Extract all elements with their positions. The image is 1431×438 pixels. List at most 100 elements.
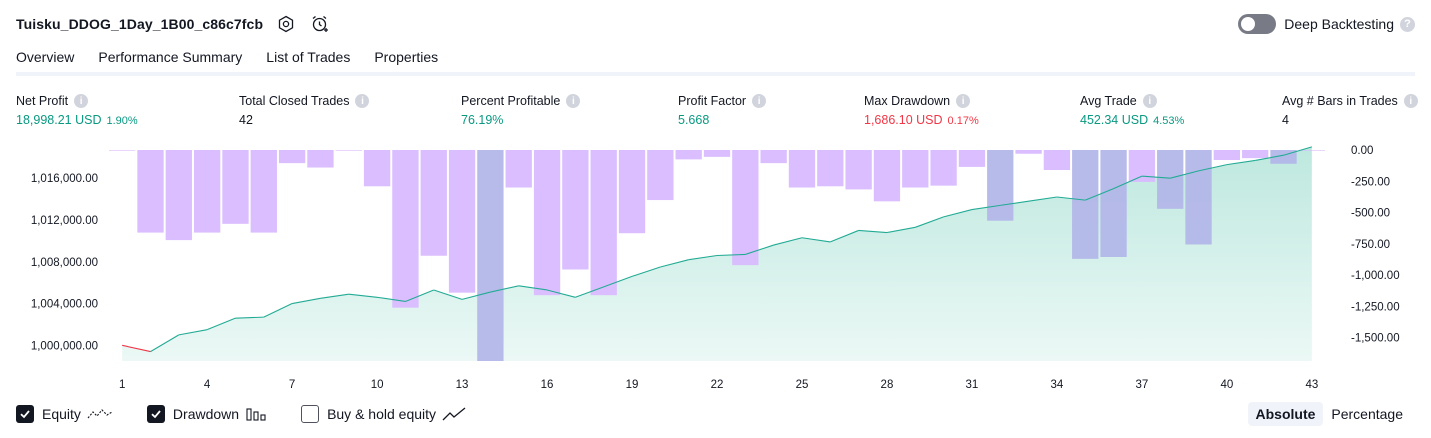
equity-line-segment: [830, 229, 859, 243]
drawdown-bar: [1298, 150, 1325, 151]
info-icon[interactable]: i: [566, 94, 581, 108]
drawdown-bar: [165, 150, 192, 241]
absolute-button[interactable]: Absolute: [1247, 402, 1324, 426]
equity-line-segment: [461, 291, 491, 300]
chart-legend: Equity Drawdown Buy & hold equity: [16, 402, 500, 426]
left-axis-tick: 1,008,000.00: [31, 257, 98, 269]
drawdown-bar: [250, 150, 277, 233]
metric-label: Profit Factor: [678, 94, 747, 108]
drawdown-bar: [1043, 150, 1071, 171]
equity-line-segment: [235, 316, 264, 319]
info-icon[interactable]: i: [956, 94, 971, 108]
info-icon[interactable]: i: [752, 94, 767, 108]
drawdown-bar: [193, 150, 221, 233]
checkbox-unchecked-icon[interactable]: [301, 405, 320, 423]
equity-line-segment: [575, 286, 604, 298]
metric-value: 76.19%: [461, 113, 504, 127]
info-icon[interactable]: i: [355, 94, 370, 108]
metric-percent: 1.90%: [106, 115, 138, 127]
legend-buy-hold-equity[interactable]: Buy & hold equity: [301, 405, 466, 423]
x-axis-tick: 25: [796, 379, 809, 391]
x-axis-tick: 43: [1305, 379, 1318, 391]
info-icon[interactable]: i: [1403, 94, 1418, 108]
toggle-knob: [1241, 17, 1256, 31]
info-icon[interactable]: i: [1142, 94, 1157, 108]
drawdown-bar: [137, 150, 164, 233]
metric-value: 452.34 USD: [1080, 113, 1149, 127]
metric-max-drawdown: Max Drawdown i 1,686.10 USD 0.17%: [864, 93, 979, 127]
equity-line-segment: [688, 254, 718, 261]
drawdown-bar: [873, 150, 901, 202]
drawdown-bars-icon: [245, 406, 267, 422]
right-axis-tick: -1,000.00: [1351, 270, 1400, 282]
tab-list-of-trades[interactable]: List of Trades: [266, 49, 351, 65]
tab-overview[interactable]: Overview: [16, 46, 75, 76]
drawdown-bar: [760, 150, 787, 164]
x-axis-tick: 16: [541, 379, 554, 391]
metric-value: 18,998.21 USD: [16, 113, 102, 127]
equity-line-segment: [377, 296, 406, 303]
metric-label: Net Profit: [16, 94, 69, 108]
metric-label: Total Closed Trades: [239, 94, 350, 108]
equity-line-segment: [122, 344, 151, 353]
scale-switch: Absolute Percentage: [1247, 402, 1412, 426]
metric-net-profit: Net Profit i 18,998.21 USD 1.90%: [16, 93, 138, 127]
drawdown-bar: [505, 150, 532, 188]
equity-line-segment: [1283, 146, 1312, 156]
equity-line-segment: [801, 237, 831, 243]
equity-line-segment: [546, 289, 576, 298]
equity-drawdown-chart[interactable]: 1,016,000.00 1,012,000.00 1,008,000.00 1,00…: [0, 138, 1431, 400]
x-axis-tick: 31: [966, 379, 979, 391]
x-axis-tick: 1: [119, 379, 125, 391]
legend-label: Drawdown: [172, 406, 240, 422]
deep-backtesting-label: Deep Backtesting: [1284, 16, 1394, 32]
drawdown-bar: [703, 150, 731, 157]
hexagon-gear-icon[interactable]: [275, 13, 297, 35]
help-icon[interactable]: ?: [1400, 16, 1415, 32]
checkbox-checked-icon[interactable]: [146, 405, 165, 423]
report-header: Tuisku_DDOG_1Day_1B00_c86c7fcb: [16, 12, 331, 36]
tab-performance-summary[interactable]: Performance Summary: [98, 49, 243, 65]
x-axis-tick: 28: [881, 379, 894, 391]
checkbox-checked-icon[interactable]: [16, 405, 34, 423]
info-icon[interactable]: i: [74, 94, 89, 108]
drawdown-bar: [1185, 150, 1212, 245]
equity-line-segment: [971, 204, 1001, 211]
metric-total-closed-trades: Total Closed Trades i 42: [239, 93, 370, 127]
strategy-title: Tuisku_DDOG_1Day_1B00_c86c7fcb: [16, 16, 264, 32]
right-axis-tick: -1,500.00: [1351, 333, 1400, 345]
legend-equity[interactable]: Equity: [16, 405, 113, 423]
metric-percent: 4.53%: [1153, 115, 1185, 127]
x-axis-tick: 22: [711, 379, 724, 391]
drawdown-bar: [958, 150, 986, 167]
drawdown-bar: [647, 150, 674, 201]
metric-value: 5.668: [678, 113, 710, 127]
percentage-button[interactable]: Percentage: [1331, 406, 1403, 422]
x-axis-tick: 40: [1220, 379, 1233, 391]
metric-label: Max Drawdown: [864, 94, 951, 108]
equity-line-segment: [603, 275, 633, 288]
drawdown-bar: [930, 150, 957, 186]
drawdown-bar: [1100, 150, 1127, 257]
legend-label: Buy & hold equity: [327, 406, 437, 422]
metric-value: 4: [1282, 113, 1289, 127]
equity-line-segment: [150, 334, 180, 353]
deep-backtesting-toggle[interactable]: [1238, 14, 1277, 34]
equity-line-segment: [1141, 175, 1171, 179]
drawdown-bar: [222, 150, 249, 224]
drawdown-bar: [420, 150, 447, 256]
drawdown-bar: [1213, 150, 1241, 161]
metric-avg-bars: Avg # Bars in Trades i 4: [1282, 93, 1418, 127]
legend-drawdown[interactable]: Drawdown: [146, 405, 267, 423]
equity-line-segment: [1000, 200, 1029, 206]
left-axis-tick: 1,012,000.00: [31, 215, 98, 227]
x-axis-tick: 7: [289, 379, 295, 391]
drawdown-bar: [307, 150, 334, 168]
tab-properties[interactable]: Properties: [374, 49, 439, 65]
alarm-clock-plus-icon[interactable]: [309, 13, 331, 35]
drawdown-bar: [987, 150, 1014, 221]
equity-line-segment: [915, 216, 944, 228]
right-axis-tick: -500.00: [1351, 208, 1390, 220]
equity-line-segment: [886, 226, 916, 234]
equity-line-segment: [1056, 196, 1086, 201]
